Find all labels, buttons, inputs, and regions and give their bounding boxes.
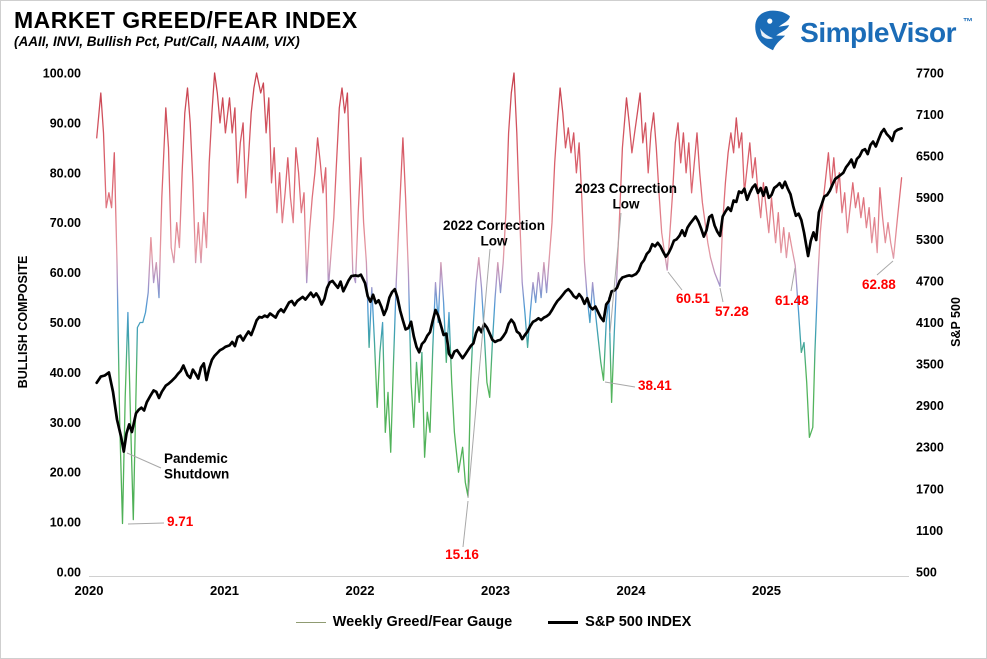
x-axis-tick-labels: 2020 2021 2022 2023 2024 2025 bbox=[75, 583, 781, 598]
annotation-pandemic-shutdown: Pandemic Shutdown bbox=[164, 451, 229, 482]
left-axis-tick-label: 0.00 bbox=[57, 566, 81, 580]
sp500-legend-label: S&P 500 INDEX bbox=[585, 614, 692, 630]
annotation-layer: Pandemic Shutdown 9.71 2022 Correction Low 15… bbox=[126, 181, 896, 562]
annotation-leader-correction-2022 bbox=[467, 248, 491, 499]
annotation-leader-value-15-16 bbox=[462, 500, 469, 548]
annotation-value-9-71: 9.71 bbox=[167, 514, 194, 529]
falcon-icon bbox=[752, 9, 794, 56]
annotation-leader-value-38-41 bbox=[604, 381, 636, 388]
right-axis-tick-label: 4100 bbox=[916, 316, 944, 330]
annotation-leader-value-62-88 bbox=[876, 260, 894, 276]
left-axis-tick-label: 20.00 bbox=[50, 466, 81, 480]
left-axis-title: BULLISH COMPOSITE bbox=[16, 256, 30, 389]
right-axis-tick-label: 7100 bbox=[916, 108, 944, 122]
x-axis-tick-label: 2020 bbox=[75, 583, 104, 598]
annotation-value-57-28: 57.28 bbox=[715, 304, 749, 319]
series-layer bbox=[95, 72, 903, 525]
annotation-leader-pandemic-shutdown bbox=[126, 452, 162, 469]
right-axis-tick-label: 5900 bbox=[916, 191, 944, 205]
right-axis-tick-label: 2900 bbox=[916, 399, 944, 413]
right-axis-tick-labels: 7700 7100 6500 5900 5300 4700 4100 3500 2900 2300… bbox=[916, 67, 944, 580]
logo-trademark: ™ bbox=[963, 17, 973, 28]
logo-wordmark: SimpleVisor bbox=[800, 16, 956, 48]
page-subtitle: (AAII, INVI, Bullish Pct, Put/Call, NAAI… bbox=[14, 34, 300, 49]
x-axis-tick-label: 2025 bbox=[752, 583, 781, 598]
x-axis-tick-label: 2021 bbox=[210, 583, 239, 598]
annotation-correction-2023: 2023 Correction Low bbox=[575, 181, 677, 212]
left-axis-tick-label: 50.00 bbox=[50, 316, 81, 330]
right-axis-title: S&P 500 bbox=[949, 297, 963, 347]
gauge-legend-label: Weekly Greed/Fear Gauge bbox=[332, 614, 513, 630]
sp500-legend-swatch bbox=[548, 620, 579, 624]
annotation-leader-value-9-71 bbox=[127, 522, 165, 525]
annotation-value-61-48: 61.48 bbox=[775, 293, 809, 308]
left-axis-tick-label: 30.00 bbox=[50, 416, 81, 430]
left-axis-tick-label: 100.00 bbox=[43, 67, 81, 81]
right-axis-tick-label: 6500 bbox=[916, 150, 944, 164]
left-axis-tick-label: 70.00 bbox=[50, 216, 81, 230]
sp500-line bbox=[95, 127, 903, 453]
annotation-value-15-16: 15.16 bbox=[445, 547, 479, 562]
left-axis-tick-label: 90.00 bbox=[50, 116, 81, 130]
right-axis-tick-label: 2300 bbox=[916, 441, 944, 455]
annotation-value-60-51: 60.51 bbox=[676, 291, 710, 306]
simplevisor-logo: SimpleVisor ™ bbox=[752, 9, 973, 56]
annotation-value-38-41: 38.41 bbox=[638, 378, 672, 393]
legend-item-gauge: Weekly Greed/Fear Gauge bbox=[295, 614, 513, 630]
right-axis-tick-label: 7700 bbox=[916, 67, 944, 81]
annotation-leader-value-60-51 bbox=[667, 271, 683, 291]
right-axis-tick-label: 1700 bbox=[916, 482, 944, 496]
right-axis-tick-label: 3500 bbox=[916, 358, 944, 372]
annotation-leader-correction-2023 bbox=[609, 212, 622, 334]
left-axis-tick-label: 10.00 bbox=[50, 516, 81, 530]
chart-legend: Weekly Greed/Fear Gauge S&P 500 INDEX bbox=[1, 614, 986, 630]
annotation-value-62-88: 62.88 bbox=[862, 277, 896, 292]
right-axis-tick-label: 5300 bbox=[916, 233, 944, 247]
right-axis-tick-label: 1100 bbox=[916, 524, 943, 538]
annotation-leader-value-61-48 bbox=[790, 267, 796, 292]
right-axis-tick-label: 500 bbox=[916, 565, 937, 579]
right-axis-tick-label: 4700 bbox=[916, 274, 944, 288]
annotation-correction-2022: 2022 Correction Low bbox=[443, 218, 545, 249]
gauge-legend-swatch bbox=[295, 621, 326, 623]
left-axis-tick-labels: 100.00 90.00 80.00 70.00 60.00 50.00 40.00 30.0… bbox=[43, 67, 81, 580]
gauge-line bbox=[96, 72, 903, 525]
x-axis-tick-label: 2023 bbox=[481, 583, 510, 598]
annotation-leader-value-57-28 bbox=[719, 287, 724, 303]
page-title: MARKET GREED/FEAR INDEX bbox=[14, 7, 358, 33]
left-axis-tick-label: 80.00 bbox=[50, 166, 81, 180]
left-axis-tick-label: 60.00 bbox=[50, 266, 81, 280]
x-axis-tick-label: 2022 bbox=[346, 583, 375, 598]
legend-item-sp500: S&P 500 INDEX bbox=[548, 614, 691, 630]
x-axis-tick-label: 2024 bbox=[617, 583, 647, 598]
left-axis-tick-label: 40.00 bbox=[50, 366, 81, 380]
